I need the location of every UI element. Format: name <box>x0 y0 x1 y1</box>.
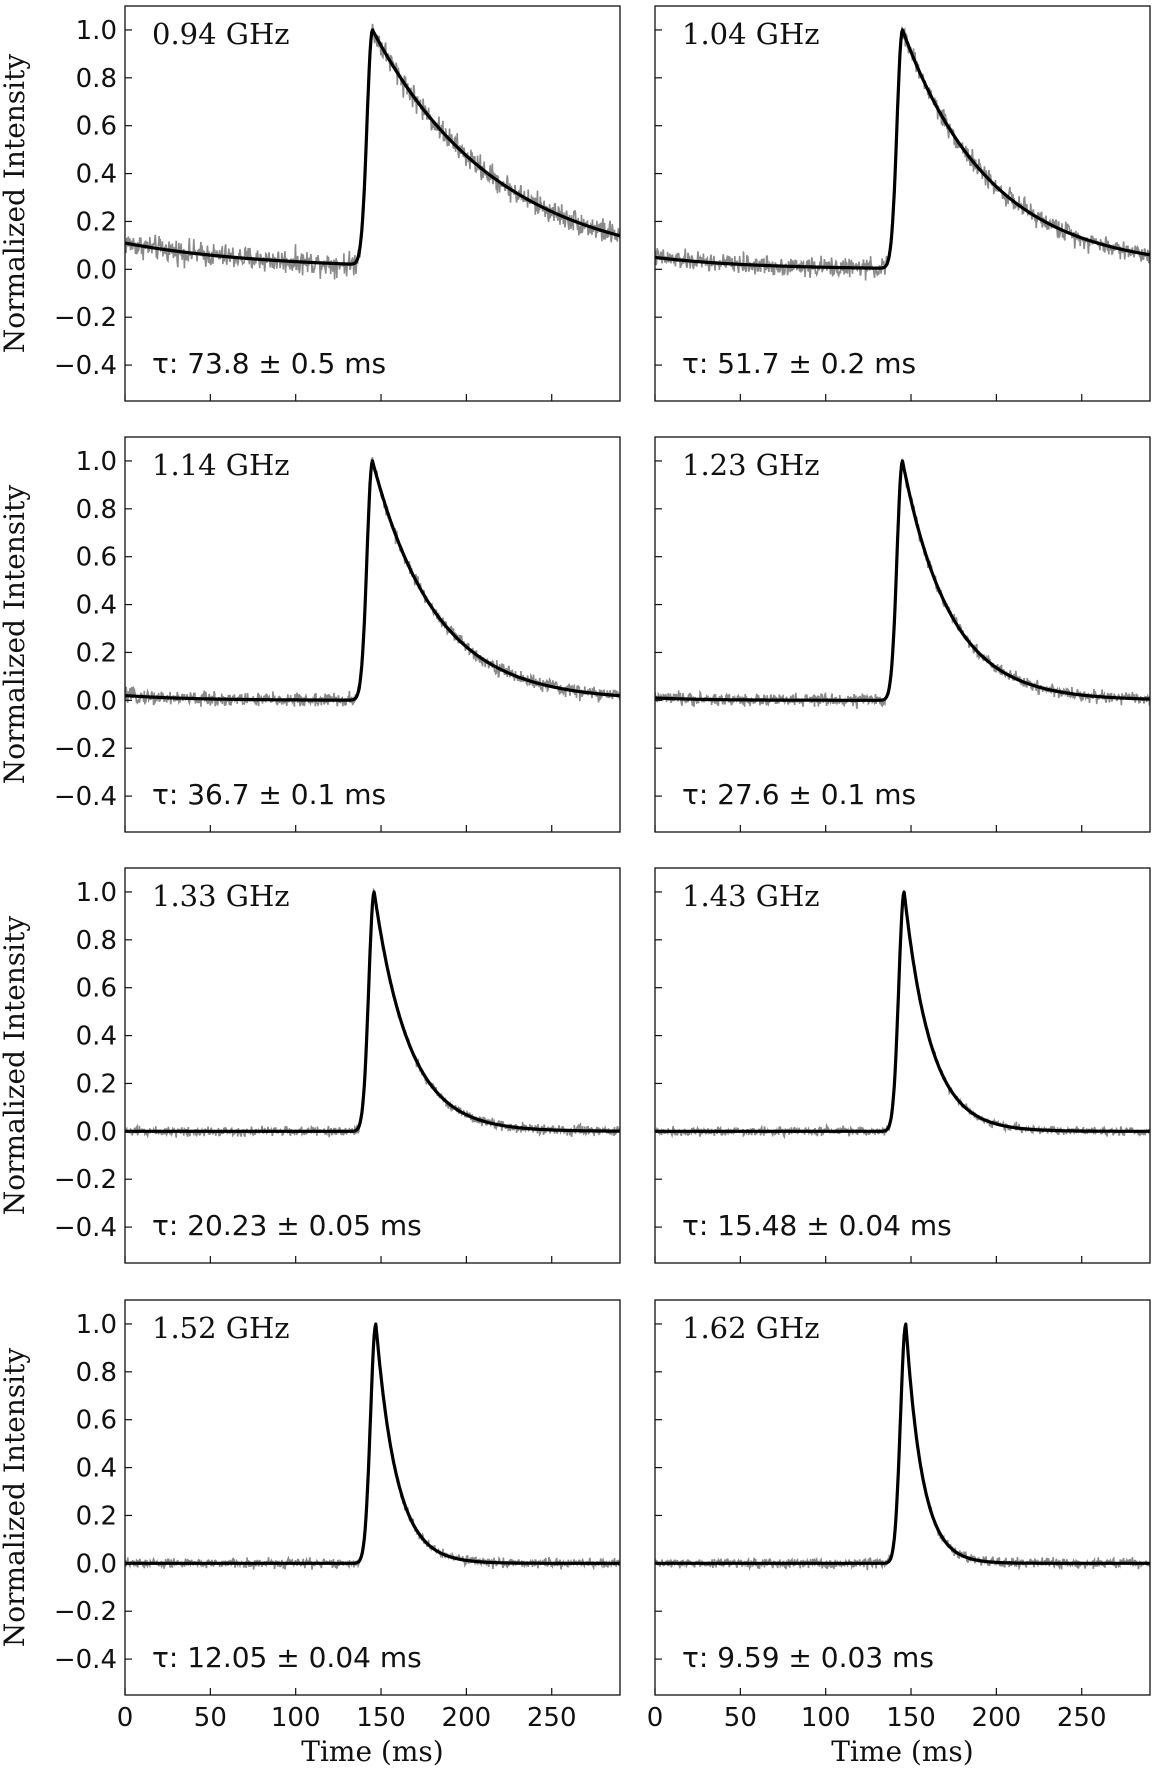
panel-5: −0.4 −0.2 0.0 0.2 0.4 0.6 0.8 1.0 1.33 GHz τ: 20.… <box>0 867 621 1264</box>
y-tick-label: −0.2 <box>54 1165 117 1195</box>
frequency-label: 1.52 GHz <box>152 1311 290 1345</box>
y-tick-label: 1.0 <box>76 1310 117 1340</box>
plot-frame <box>124 1299 621 1696</box>
panel-3: −0.4 −0.2 0.0 0.2 0.4 0.6 0.8 1.0 1.14 GHz τ: 36.… <box>0 436 621 833</box>
x-tick-label: 100 <box>271 1703 321 1733</box>
tau-label: τ: 15.48 ± 0.04 ms <box>682 1209 952 1242</box>
y-tick-label: 0.0 <box>76 255 117 285</box>
frequency-label: 1.62 GHz <box>682 1311 820 1345</box>
tau-label: τ: 36.7 ± 0.1 ms <box>152 778 386 811</box>
panel-7: −0.4 −0.2 0.0 0.2 0.4 0.6 0.8 1.0 0 50 100 150 200 25… <box>0 1299 621 1768</box>
y-tick-label: −0.2 <box>54 734 117 764</box>
fit-curve <box>125 1322 620 1565</box>
y-tick-label: −0.4 <box>54 351 117 381</box>
y-tick-label: 0.4 <box>76 591 117 621</box>
y-tick-label: 0.8 <box>76 495 117 525</box>
plot-frame <box>124 867 621 1264</box>
panel-6: 1.43 GHz τ: 15.48 ± 0.04 ms <box>654 867 1151 1264</box>
fit-curve <box>125 890 620 1133</box>
y-tick-label: 0.8 <box>76 64 117 94</box>
x-axis-label: Time (ms) <box>831 1735 973 1768</box>
tau-label: τ: 27.6 ± 0.1 ms <box>682 778 916 811</box>
y-tick-label: 0.2 <box>76 638 117 668</box>
y-tick-label: −0.2 <box>54 1597 117 1627</box>
data-trace <box>125 457 620 708</box>
plot-frame <box>654 5 1151 402</box>
tau-label: τ: 51.7 ± 0.2 ms <box>682 347 916 380</box>
y-axis-label: Normalized Intensity <box>0 485 31 785</box>
y-tick-label: 0.2 <box>76 1501 117 1531</box>
frequency-label: 0.94 GHz <box>152 17 290 51</box>
tau-label: τ: 9.59 ± 0.03 ms <box>682 1641 934 1674</box>
panel-8: 0 50 100 150 200 250 1.62 GHz τ: 9.59 ± 0.03 ms… <box>647 1299 1151 1768</box>
panel-1: −0.4 −0.2 0.0 0.2 0.4 0.6 0.8 1.0 0.94 GHz τ: 73.… <box>0 5 621 402</box>
fit-curve <box>125 28 620 266</box>
x-tick-label: 250 <box>527 1703 577 1733</box>
y-tick-label: 0.2 <box>76 1069 117 1099</box>
y-tick-label: 0.6 <box>76 974 117 1004</box>
panel-4: 1.23 GHz τ: 27.6 ± 0.1 ms <box>654 436 1151 833</box>
fit-curve <box>655 459 1150 702</box>
x-tick-label: 200 <box>972 1703 1022 1733</box>
plot-frame <box>654 1299 1151 1696</box>
tau-label: τ: 73.8 ± 0.5 ms <box>152 347 386 380</box>
y-axis-label: Normalized Intensity <box>0 916 31 1216</box>
fit-curve <box>655 1322 1150 1565</box>
y-tick-label: 0.0 <box>76 1549 117 1579</box>
fit-curve <box>655 28 1150 270</box>
x-tick-label: 100 <box>801 1703 851 1733</box>
plot-frame <box>654 867 1151 1264</box>
y-tick-label: 1.0 <box>76 16 117 46</box>
tau-label: τ: 12.05 ± 0.04 ms <box>152 1641 422 1674</box>
x-tick-label: 0 <box>647 1703 664 1733</box>
y-axis-label: Normalized Intensity <box>0 54 31 354</box>
tau-label: τ: 20.23 ± 0.05 ms <box>152 1209 422 1242</box>
y-tick-label: 1.0 <box>76 447 117 477</box>
y-tick-label: 1.0 <box>76 878 117 908</box>
x-tick-label: 250 <box>1057 1703 1107 1733</box>
frequency-label: 1.33 GHz <box>152 879 290 913</box>
frequency-label: 1.43 GHz <box>682 879 820 913</box>
panel-2: 1.04 GHz τ: 51.7 ± 0.2 ms <box>654 5 1151 402</box>
y-tick-label: 0.8 <box>76 1358 117 1388</box>
y-axis-label: Normalized Intensity <box>0 1348 31 1648</box>
y-tick-label: 0.6 <box>76 1406 117 1436</box>
y-tick-label: −0.4 <box>54 1645 117 1675</box>
y-tick-label: 0.0 <box>76 686 117 716</box>
x-tick-label: 150 <box>886 1703 936 1733</box>
y-tick-label: −0.4 <box>54 1213 117 1243</box>
y-tick-label: 0.4 <box>76 160 117 190</box>
y-tick-label: 0.6 <box>76 112 117 142</box>
y-tick-label: 0.2 <box>76 207 117 237</box>
y-tick-label: 0.4 <box>76 1022 117 1052</box>
frequency-label: 1.14 GHz <box>152 448 290 482</box>
plot-frame <box>124 436 621 833</box>
frequency-label: 1.04 GHz <box>682 17 820 51</box>
fit-curve <box>655 890 1150 1133</box>
data-trace <box>655 458 1150 709</box>
plot-frame <box>124 5 621 402</box>
data-trace <box>125 23 620 280</box>
y-tick-label: 0.8 <box>76 926 117 956</box>
plot-frame <box>654 436 1151 833</box>
data-trace <box>655 26 1150 281</box>
y-tick-label: 0.0 <box>76 1117 117 1147</box>
x-tick-label: 50 <box>724 1703 757 1733</box>
x-tick-label: 0 <box>117 1703 134 1733</box>
y-tick-label: −0.2 <box>54 303 117 333</box>
x-axis-label: Time (ms) <box>301 1735 443 1768</box>
frequency-label: 1.23 GHz <box>682 448 820 482</box>
y-tick-label: 0.6 <box>76 543 117 573</box>
y-tick-label: −0.4 <box>54 782 117 812</box>
y-tick-label: 0.4 <box>76 1454 117 1484</box>
x-tick-label: 200 <box>442 1703 492 1733</box>
x-tick-label: 150 <box>356 1703 406 1733</box>
x-tick-label: 50 <box>194 1703 227 1733</box>
fit-curve <box>125 459 620 702</box>
